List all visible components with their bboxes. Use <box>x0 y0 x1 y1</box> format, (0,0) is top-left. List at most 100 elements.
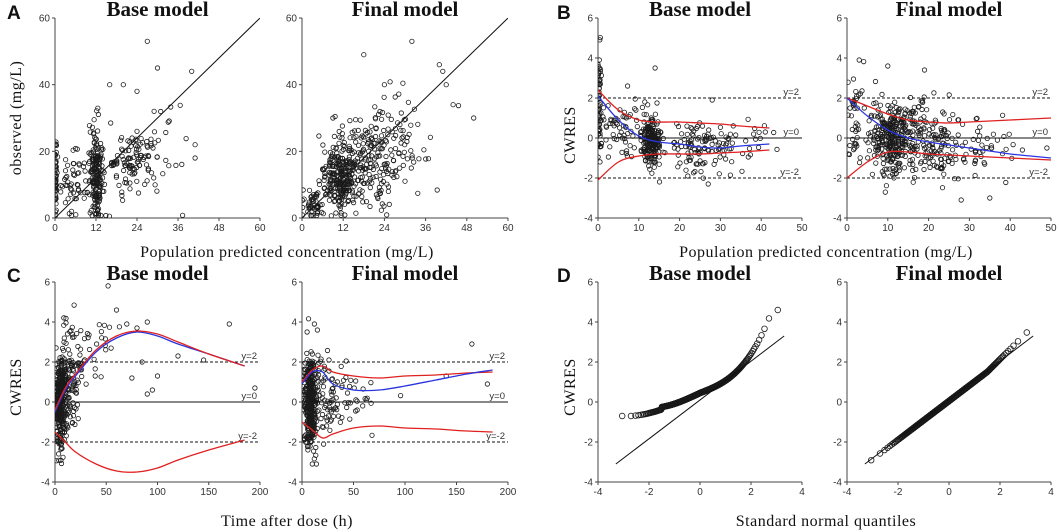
data-point <box>415 190 421 196</box>
data-point <box>73 390 79 396</box>
data-point <box>1023 329 1030 336</box>
y-tick-label: 2 <box>836 358 842 369</box>
data-point <box>119 189 125 195</box>
data-point <box>635 412 642 419</box>
data-point <box>134 128 140 134</box>
reference-line-label: y=0 <box>1032 127 1048 138</box>
data-point <box>334 163 340 170</box>
data-point <box>915 152 921 158</box>
data-point <box>865 155 871 161</box>
x-tick-label: 50 <box>348 487 360 498</box>
data-point <box>320 142 326 148</box>
data-point <box>58 417 64 423</box>
data-point <box>938 127 945 133</box>
data-point <box>58 182 64 189</box>
data-point <box>135 156 142 162</box>
data-point <box>850 147 857 153</box>
data-point <box>671 139 678 145</box>
data-point <box>119 146 125 152</box>
data-point <box>987 195 993 201</box>
data-point <box>138 136 144 142</box>
data-point <box>733 132 739 138</box>
data-point <box>347 400 353 406</box>
data-point <box>56 360 62 366</box>
data-point <box>370 174 376 180</box>
data-point <box>310 381 316 387</box>
data-point <box>307 394 313 400</box>
data-point <box>70 400 76 406</box>
data-point <box>347 118 353 124</box>
data-point <box>73 406 79 412</box>
data-point <box>385 112 391 118</box>
data-point <box>356 150 362 156</box>
data-point <box>55 416 60 422</box>
data-point <box>383 153 389 160</box>
x-tick-label: 48 <box>213 223 225 234</box>
data-point <box>134 325 140 331</box>
data-point <box>96 322 102 328</box>
data-point <box>398 110 404 116</box>
data-point <box>747 351 754 358</box>
data-point <box>372 161 378 167</box>
panel-letter-b: B <box>557 3 571 24</box>
x-tick-label: 0 <box>946 487 952 498</box>
data-point <box>154 188 160 194</box>
data-point <box>897 160 903 166</box>
data-point <box>648 156 654 162</box>
data-point <box>336 140 342 146</box>
data-point <box>311 456 317 462</box>
data-point <box>887 166 893 172</box>
data-point <box>1006 131 1012 137</box>
data-point <box>896 106 902 113</box>
data-point <box>646 163 652 169</box>
data-point <box>99 145 105 151</box>
data-point <box>326 404 332 410</box>
data-point <box>852 124 859 130</box>
data-point <box>918 116 924 122</box>
data-point <box>369 432 375 438</box>
x-tick-label: 100 <box>397 487 414 498</box>
data-point <box>1001 133 1007 140</box>
data-point <box>322 397 328 403</box>
data-point <box>624 83 631 89</box>
data-point <box>314 375 321 381</box>
data-point <box>853 128 859 134</box>
data-point <box>1010 142 1016 148</box>
data-point <box>144 178 150 184</box>
data-point <box>93 136 99 142</box>
panel-title: Base model <box>106 261 208 285</box>
data-point <box>1044 145 1050 151</box>
plot-area <box>847 57 1051 203</box>
data-point <box>400 80 406 86</box>
data-point <box>129 375 135 381</box>
data-point <box>335 174 342 180</box>
data-point <box>727 172 734 178</box>
data-point <box>727 131 734 137</box>
data-point <box>927 164 933 170</box>
data-point <box>55 142 59 148</box>
data-point <box>617 132 623 138</box>
data-point <box>876 450 884 457</box>
data-point <box>939 130 945 136</box>
data-point <box>146 153 152 160</box>
y-label-a: observed (mg/L) <box>8 61 25 176</box>
data-point <box>312 194 318 200</box>
data-point <box>910 161 916 168</box>
data-point <box>69 419 76 426</box>
data-point <box>645 125 651 131</box>
data-point <box>364 180 370 186</box>
data-point <box>911 104 917 110</box>
data-point <box>853 120 859 126</box>
data-point <box>349 188 355 194</box>
data-point <box>73 196 79 202</box>
data-point <box>694 123 701 130</box>
data-point <box>98 212 104 218</box>
data-point <box>320 424 326 430</box>
data-point <box>321 174 328 180</box>
data-point <box>94 141 100 147</box>
data-point <box>683 167 689 173</box>
data-point <box>949 147 956 153</box>
panel-title: Final model <box>896 261 1003 285</box>
x-tick-label: 24 <box>379 223 391 234</box>
data-point <box>65 196 71 202</box>
